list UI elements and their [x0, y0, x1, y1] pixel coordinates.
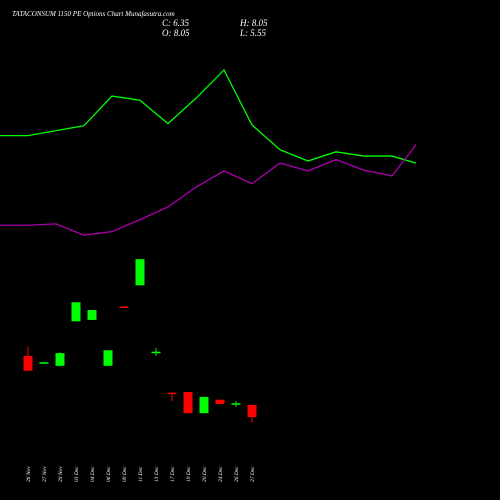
indicator-line	[0, 68, 417, 164]
candle-body	[55, 353, 65, 366]
x-tick-label: 03 Dec	[74, 466, 80, 482]
x-tick-label: 04 Dec	[89, 466, 96, 482]
candle-body	[151, 351, 161, 354]
open-label: O: 8.05	[162, 28, 190, 38]
candle-body	[167, 392, 177, 395]
candle-body	[199, 396, 209, 414]
close-label: C: 6.35	[162, 18, 190, 28]
candle-body	[135, 259, 145, 286]
candle-body	[39, 362, 49, 364]
x-tick-label: 27 Dec	[250, 466, 256, 482]
candle-body	[247, 405, 257, 418]
x-tick-label: 11 Dec	[138, 466, 144, 482]
candle-body	[23, 355, 33, 371]
x-tick-label: 20 Dec	[202, 466, 208, 482]
x-tick-label: 26 Nov	[26, 466, 32, 482]
x-tick-label: 24 Dec	[217, 466, 224, 482]
candle-body	[231, 403, 241, 405]
low-label: L: 5.55	[239, 28, 267, 38]
x-tick-label: 06 Dec	[106, 466, 112, 482]
x-tick-label: 09 Dec	[122, 466, 128, 482]
candle-body	[71, 302, 81, 322]
high-label: H: 8.05	[239, 18, 268, 28]
x-tick-label: 13 Dec	[154, 466, 160, 482]
x-tick-label: 19 Dec	[186, 466, 192, 482]
candle-body	[119, 306, 129, 308]
x-tick-label: 17 Dec	[170, 466, 176, 482]
candle-body	[183, 391, 193, 414]
x-tick-label: 27 Nov	[42, 466, 48, 482]
x-tick-label: 29 Nov	[58, 466, 64, 482]
candle-body	[215, 399, 225, 404]
candle-body	[103, 350, 113, 366]
chart-title: TATACONSUM 1150 PE Options Chart Munafas…	[12, 10, 175, 18]
candle-body	[87, 310, 97, 320]
indicator-line	[0, 144, 417, 236]
x-tick-label: 26 Dec	[234, 466, 240, 482]
